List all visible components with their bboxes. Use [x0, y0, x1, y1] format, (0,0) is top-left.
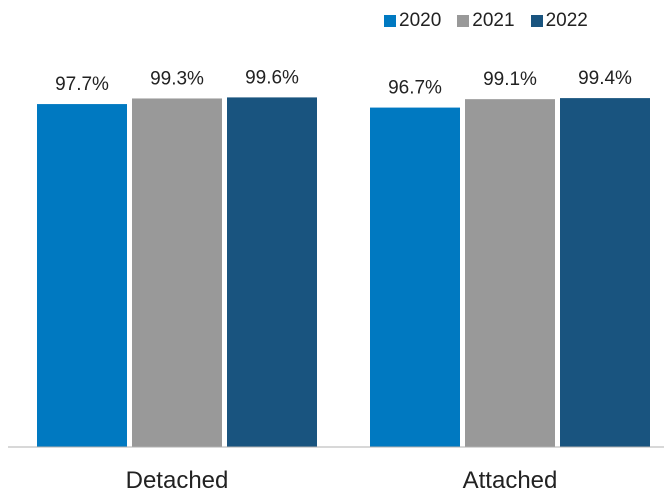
- data-label-detached-2020: 97.7%: [55, 74, 109, 95]
- legend-swatch-2021: [457, 15, 470, 27]
- bar-attached-2022: [560, 98, 650, 447]
- data-label-detached-2022: 99.6%: [245, 67, 299, 88]
- category-labels: Detached Attached: [126, 467, 558, 491]
- category-label-detached: Detached: [126, 467, 229, 491]
- legend-item-2021: 2021: [457, 10, 515, 32]
- category-label-attached: Attached: [463, 467, 558, 491]
- legend: 2020 2021 2022: [384, 10, 588, 32]
- legend-swatch-2020: [384, 15, 396, 27]
- legend-swatch-2022: [530, 15, 543, 27]
- legend-label-2022: 2022: [545, 10, 588, 31]
- legend-label-2020: 2020: [399, 10, 442, 31]
- data-label-attached-2020: 96.7%: [388, 78, 442, 99]
- legend-label-2021: 2021: [472, 10, 515, 31]
- bar-detached-2022: [227, 97, 317, 448]
- data-label-attached-2022: 99.4%: [578, 68, 632, 89]
- legend-item-2020: 2020: [384, 10, 441, 32]
- legend-item-2022: 2022: [530, 10, 588, 32]
- bar-attached-2021: [465, 99, 555, 447]
- bars-group: 97.7% 99.3% 99.6% 96.7% 99.1% 99.4%: [37, 67, 650, 448]
- bar-detached-2020: [37, 104, 127, 447]
- bar-detached-2021: [132, 98, 222, 447]
- bar-attached-2020: [370, 107, 460, 447]
- data-label-detached-2021: 99.3%: [150, 68, 204, 89]
- data-label-attached-2021: 99.1%: [483, 69, 537, 90]
